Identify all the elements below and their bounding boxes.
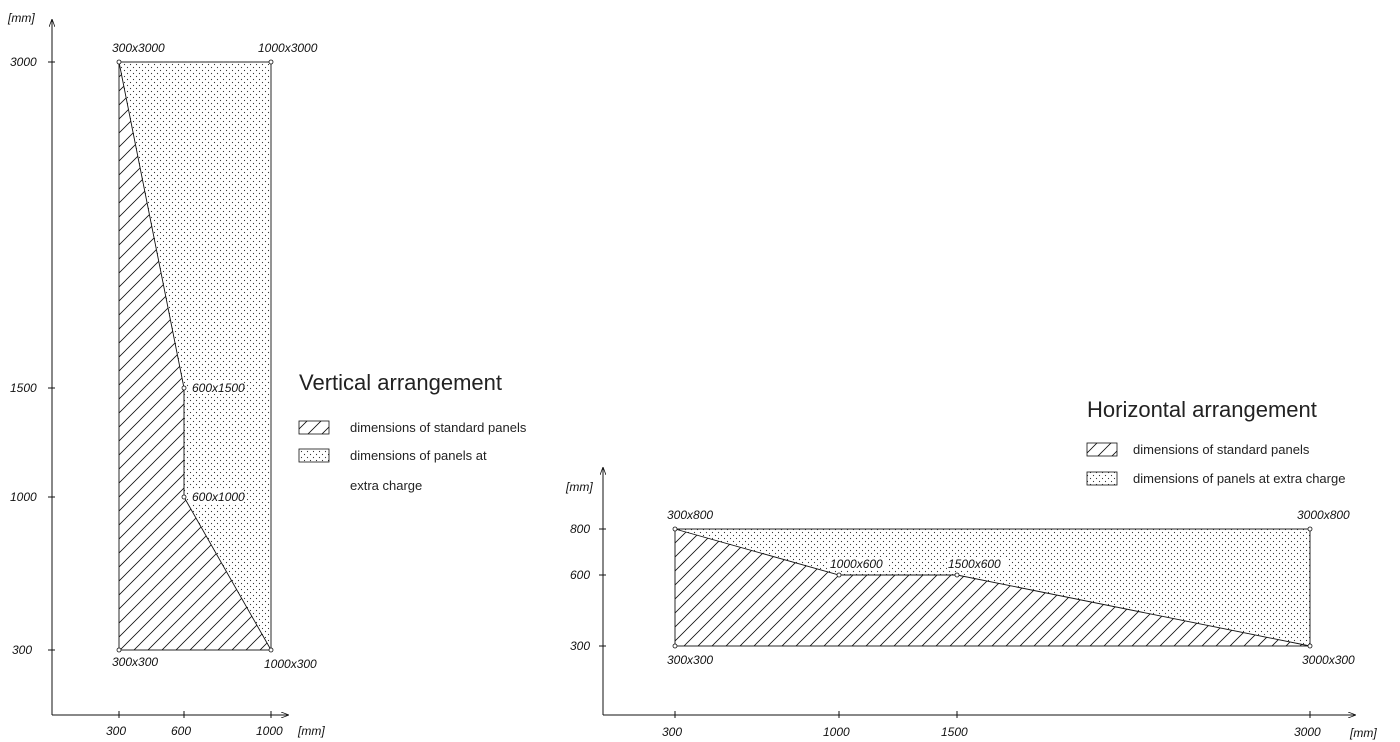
vertical-point-label: 600x1500 [192, 381, 245, 395]
vertical-boundary [118, 61, 272, 651]
vertical-point-marker [116, 59, 122, 65]
horizontal-standard-limit-line [674, 528, 1311, 647]
horizontal-point-marker [672, 526, 678, 532]
vertical-standard-region [119, 62, 271, 650]
vertical-y-tick-label: 1000 [10, 490, 37, 504]
vertical-point-marker [268, 59, 274, 65]
vertical-y-tick-label: 1500 [10, 381, 37, 395]
horizontal-legend-hatch-swatch [1086, 442, 1118, 457]
vertical-y-tick-label: 3000 [10, 55, 37, 69]
horizontal-point-label: 300x800 [667, 508, 713, 522]
vertical-point-marker [181, 494, 187, 500]
horizontal-label-backdrop [947, 557, 1007, 570]
horizontal-y-tick-label: 600 [570, 568, 590, 582]
vertical-label-backdrop [190, 489, 242, 503]
horizontal-x-tick-label: 300 [662, 725, 682, 739]
vertical-point-marker [116, 647, 122, 653]
horizontal-point-label: 1500x600 [948, 557, 1001, 571]
vertical-legend-hatch-swatch [298, 420, 330, 435]
vertical-legend-label: dimensions of panels at [350, 448, 487, 463]
vertical-point-label: 300x3000 [112, 41, 165, 55]
horizontal-point-marker [954, 572, 960, 578]
horizontal-legend-dots-swatch [1086, 471, 1118, 486]
horizontal-x-unit: [mm] [1349, 726, 1377, 740]
vertical-label-backdrop [190, 380, 242, 394]
horizontal-y-unit: [mm] [565, 480, 593, 494]
horizontal-arrangement-diagram: [mm] [mm] 800 600 300 300 1000 1500 3000… [565, 397, 1377, 740]
vertical-point-marker [268, 647, 274, 653]
horizontal-x-tick-label: 3000 [1294, 725, 1321, 739]
vertical-point-label: 1000x300 [264, 657, 317, 671]
horizontal-point-label: 3000x300 [1302, 653, 1355, 667]
vertical-legend-label: extra charge [350, 478, 422, 493]
vertical-x-tick-label: 1000 [256, 724, 283, 738]
horizontal-legend-label: dimensions of standard panels [1133, 442, 1310, 457]
horizontal-point-marker [1307, 526, 1313, 532]
horizontal-y-tick-label: 800 [570, 522, 590, 536]
horizontal-label-backdrop [829, 557, 889, 570]
vertical-point-label: 300x300 [112, 655, 158, 669]
horizontal-x-tick-label: 1500 [941, 725, 968, 739]
horizontal-x-tick-label: 1000 [823, 725, 850, 739]
vertical-legend-dots-swatch [298, 448, 330, 463]
vertical-y-unit: [mm] [7, 11, 35, 25]
vertical-point-label: 600x1000 [192, 490, 245, 504]
horizontal-point-label: 300x300 [667, 653, 713, 667]
horizontal-point-label: 1000x600 [830, 557, 883, 571]
vertical-point-label: 1000x3000 [258, 41, 318, 55]
horizontal-point-marker [1307, 643, 1313, 649]
horizontal-point-marker [672, 643, 678, 649]
horizontal-standard-region [675, 529, 1310, 646]
horizontal-title: Horizontal arrangement [1087, 397, 1317, 422]
vertical-x-tick-label: 300 [106, 724, 126, 738]
vertical-point-marker [181, 385, 187, 391]
vertical-y-tick-label: 300 [12, 643, 32, 657]
horizontal-y-tick-label: 300 [570, 639, 590, 653]
horizontal-legend-label: dimensions of panels at extra charge [1133, 471, 1345, 486]
vertical-legend-label: dimensions of standard panels [350, 420, 527, 435]
vertical-x-tick-label: 600 [171, 724, 191, 738]
horizontal-boundary [674, 528, 1311, 647]
vertical-x-unit: [mm] [297, 724, 325, 738]
vertical-title: Vertical arrangement [299, 370, 502, 395]
horizontal-point-marker [836, 572, 842, 578]
vertical-arrangement-diagram: [mm] [mm] 3000 1500 1000 300 300 600 100… [7, 11, 527, 738]
horizontal-point-label: 3000x800 [1297, 508, 1350, 522]
vertical-standard-limit-line [118, 61, 272, 651]
